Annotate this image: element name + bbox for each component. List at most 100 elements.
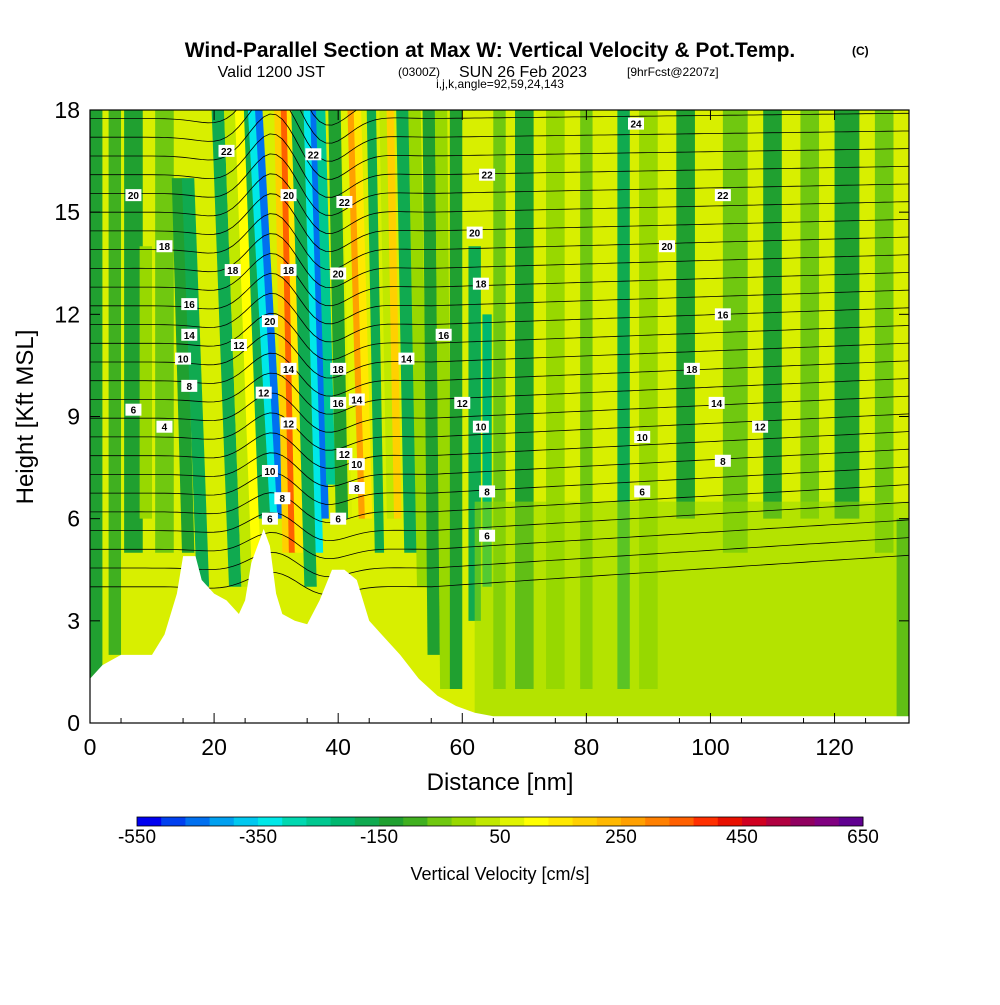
contour-label-text: 12 (457, 399, 469, 410)
contour-label-bg (479, 485, 496, 498)
colorbar-swatch (572, 817, 598, 826)
contour-label: 16 (435, 328, 452, 342)
field-band (255, 110, 285, 519)
contour-label-text: 20 (333, 269, 345, 280)
x-tick-label: 20 (201, 734, 227, 760)
plot-area: 2018161410864221812201210862018141222222… (90, 110, 909, 723)
contour-label-text: 22 (221, 147, 233, 158)
colorbar-swatch (790, 817, 816, 826)
contour-label-text: 18 (475, 280, 487, 291)
colorbar-swatch (306, 817, 332, 826)
colorbar-swatch (742, 817, 767, 826)
contour-label-bg (181, 298, 198, 311)
contour-label: 22 (479, 168, 496, 182)
theta-contour (90, 466, 909, 505)
contour-label-bg (336, 447, 353, 460)
contour-label-text: 18 (333, 365, 345, 376)
contour-label: 10 (175, 352, 192, 366)
contour-label-text: 14 (184, 331, 196, 342)
contour-label: 20 (261, 315, 278, 328)
contour-label-text: 16 (438, 331, 450, 342)
theta-contour (90, 537, 909, 578)
colorbar-swatch (621, 817, 646, 826)
colorbar-swatch (524, 817, 549, 826)
contour-label-bg (224, 264, 241, 277)
contour-label-bg (280, 417, 297, 430)
contour-label-bg (683, 362, 700, 375)
colorbar-swatch (233, 817, 259, 826)
contour-label-bg (628, 117, 644, 130)
colorbar-tick-label: 450 (726, 827, 758, 848)
contour-label: 6 (125, 403, 142, 417)
theta-contours (90, 110, 909, 596)
y-axis-label: Height [Kft MSL] (12, 330, 39, 505)
terrain (90, 528, 909, 723)
contour-label: 8 (274, 492, 291, 505)
field-band (396, 110, 417, 553)
field-band (291, 110, 317, 587)
contour-label-text: 4 (162, 423, 168, 434)
contour-label-text: 10 (264, 467, 276, 478)
field-band (274, 110, 291, 553)
colorbar-swatch (451, 817, 477, 826)
x-tick-label: 80 (574, 734, 600, 760)
contour-label: 22 (714, 189, 731, 202)
valid-prefix: Valid 1200 JST (218, 64, 326, 81)
field-band (676, 110, 695, 519)
colorbar-tick-label: 50 (489, 827, 510, 848)
y-tick-label: 6 (67, 506, 80, 532)
field-band (328, 110, 349, 519)
y-tick-label: 18 (54, 97, 80, 123)
contour-label-bg (479, 168, 496, 181)
contour-label-bg (156, 240, 173, 253)
colorbar-swatch (475, 817, 501, 826)
colorbar-swatch (379, 817, 404, 826)
theta-contour (90, 372, 909, 415)
field-band (353, 110, 373, 519)
contour-label: 18 (156, 240, 173, 253)
colorbar-frame (136, 816, 864, 827)
contour-label-text: 20 (283, 191, 295, 202)
contour-label-text: 6 (131, 406, 137, 417)
contour-label-bg (274, 492, 291, 505)
contour-label: 10 (472, 420, 489, 434)
contour-label: 14 (348, 393, 365, 406)
colorbar-swatch (403, 817, 428, 826)
contour-label-text: 22 (482, 171, 494, 182)
contour-label-text: 16 (333, 399, 345, 410)
x-tick-label: 60 (449, 734, 475, 760)
contour-label-text: 6 (484, 532, 490, 543)
colorbar-swatch (500, 817, 525, 826)
x-tick-label: 120 (815, 734, 853, 760)
field-band (722, 110, 748, 553)
contour-label-text: 14 (401, 355, 413, 366)
contour-label: 6 (634, 485, 651, 498)
field-band (386, 110, 402, 519)
contour-label-bg (280, 264, 297, 277)
colorbar-swatch (814, 817, 840, 826)
contour-label-text: 20 (128, 191, 140, 202)
y-tick-label: 0 (67, 710, 80, 736)
contour-label: 22 (218, 144, 235, 158)
contour-label-text: 22 (339, 198, 351, 209)
contour-label-bg (255, 386, 272, 399)
field-band (303, 110, 324, 553)
theta-contour (90, 153, 909, 216)
field-band (434, 110, 453, 689)
theta-contour (90, 272, 909, 325)
theta-contour (90, 312, 909, 361)
contour-label: 12 (230, 338, 247, 352)
field-band (171, 178, 195, 553)
contour-label-text: 24 (630, 120, 642, 131)
contour-label-bg (634, 430, 651, 443)
field-band (874, 110, 894, 553)
contour-label-text: 10 (475, 423, 487, 434)
colorbar-swatch (209, 817, 235, 826)
contour-label-bg (181, 328, 198, 341)
contour-label-bg (714, 308, 731, 321)
contour-label: 14 (181, 328, 198, 342)
contour-label: 20 (280, 189, 297, 202)
colorbar-swatch (548, 817, 574, 826)
colorbar-swatch (596, 817, 622, 826)
contour-label-bg (708, 396, 725, 409)
